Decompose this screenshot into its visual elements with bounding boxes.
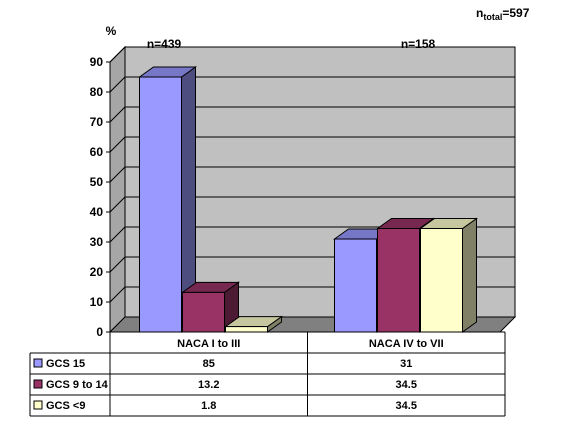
total-value: =597 xyxy=(502,6,529,20)
gridline-70 xyxy=(109,106,515,123)
y-tick-label: 90 xyxy=(90,55,104,69)
bar-front xyxy=(377,228,420,333)
bar-side xyxy=(462,217,477,333)
bar-front xyxy=(334,238,377,333)
y-tick-label: 10 xyxy=(90,295,104,309)
total-prefix: n xyxy=(476,6,483,20)
y-tick-label: 50 xyxy=(90,175,104,189)
table-value: 1.8 xyxy=(201,400,216,412)
category-note-2: n=158 xyxy=(401,37,436,51)
table-value: 34.5 xyxy=(396,400,417,412)
y-tick-label: 70 xyxy=(90,115,104,129)
bar-front xyxy=(182,291,225,333)
table-value: 13.2 xyxy=(198,379,219,391)
y-tick-label: 40 xyxy=(90,205,104,219)
table-value: 34.5 xyxy=(396,379,417,391)
table-value: 85 xyxy=(203,358,215,370)
total-count-label: ntotal=597 xyxy=(476,6,530,22)
gridline-80 xyxy=(109,76,515,93)
y-tick-label: 30 xyxy=(90,235,104,249)
total-subscript: total xyxy=(483,12,502,22)
bar-front xyxy=(225,326,268,333)
legend-label: GCS <9 xyxy=(46,400,85,412)
gridline-90 xyxy=(109,46,515,63)
gridline-40 xyxy=(109,196,515,213)
bar-gcs-9-2 xyxy=(418,217,479,333)
y-tick-label: 0 xyxy=(96,325,103,339)
category-label: NACA IV to VII xyxy=(369,338,444,350)
y-tick-label: 20 xyxy=(90,265,104,279)
category-note-1: n=439 xyxy=(147,37,182,51)
gridline-50 xyxy=(109,166,515,183)
legend-swatch xyxy=(33,358,43,368)
bar-front xyxy=(420,228,463,333)
bar-front xyxy=(139,76,182,333)
legend-swatch xyxy=(33,379,43,389)
bar-gcs-15-1 xyxy=(137,66,198,333)
gridline-60 xyxy=(109,136,515,153)
legend-label: GCS 9 to 14 xyxy=(46,379,109,391)
legend-swatch xyxy=(33,400,43,410)
data-table: NACA I to III NACA IV to VII GCS 15 85 31 GCS… xyxy=(29,331,506,417)
y-axis-unit-label: % xyxy=(106,24,117,38)
legend-label: GCS 15 xyxy=(46,358,85,370)
y-tick-label: 80 xyxy=(90,85,104,99)
y-tick-label: 60 xyxy=(90,145,104,159)
table-value: 31 xyxy=(400,358,412,370)
category-label: NACA I to III xyxy=(177,338,240,350)
bars xyxy=(137,66,479,333)
y-axis: 0 10 20 30 40 50 60 70 80 90 xyxy=(90,55,111,339)
